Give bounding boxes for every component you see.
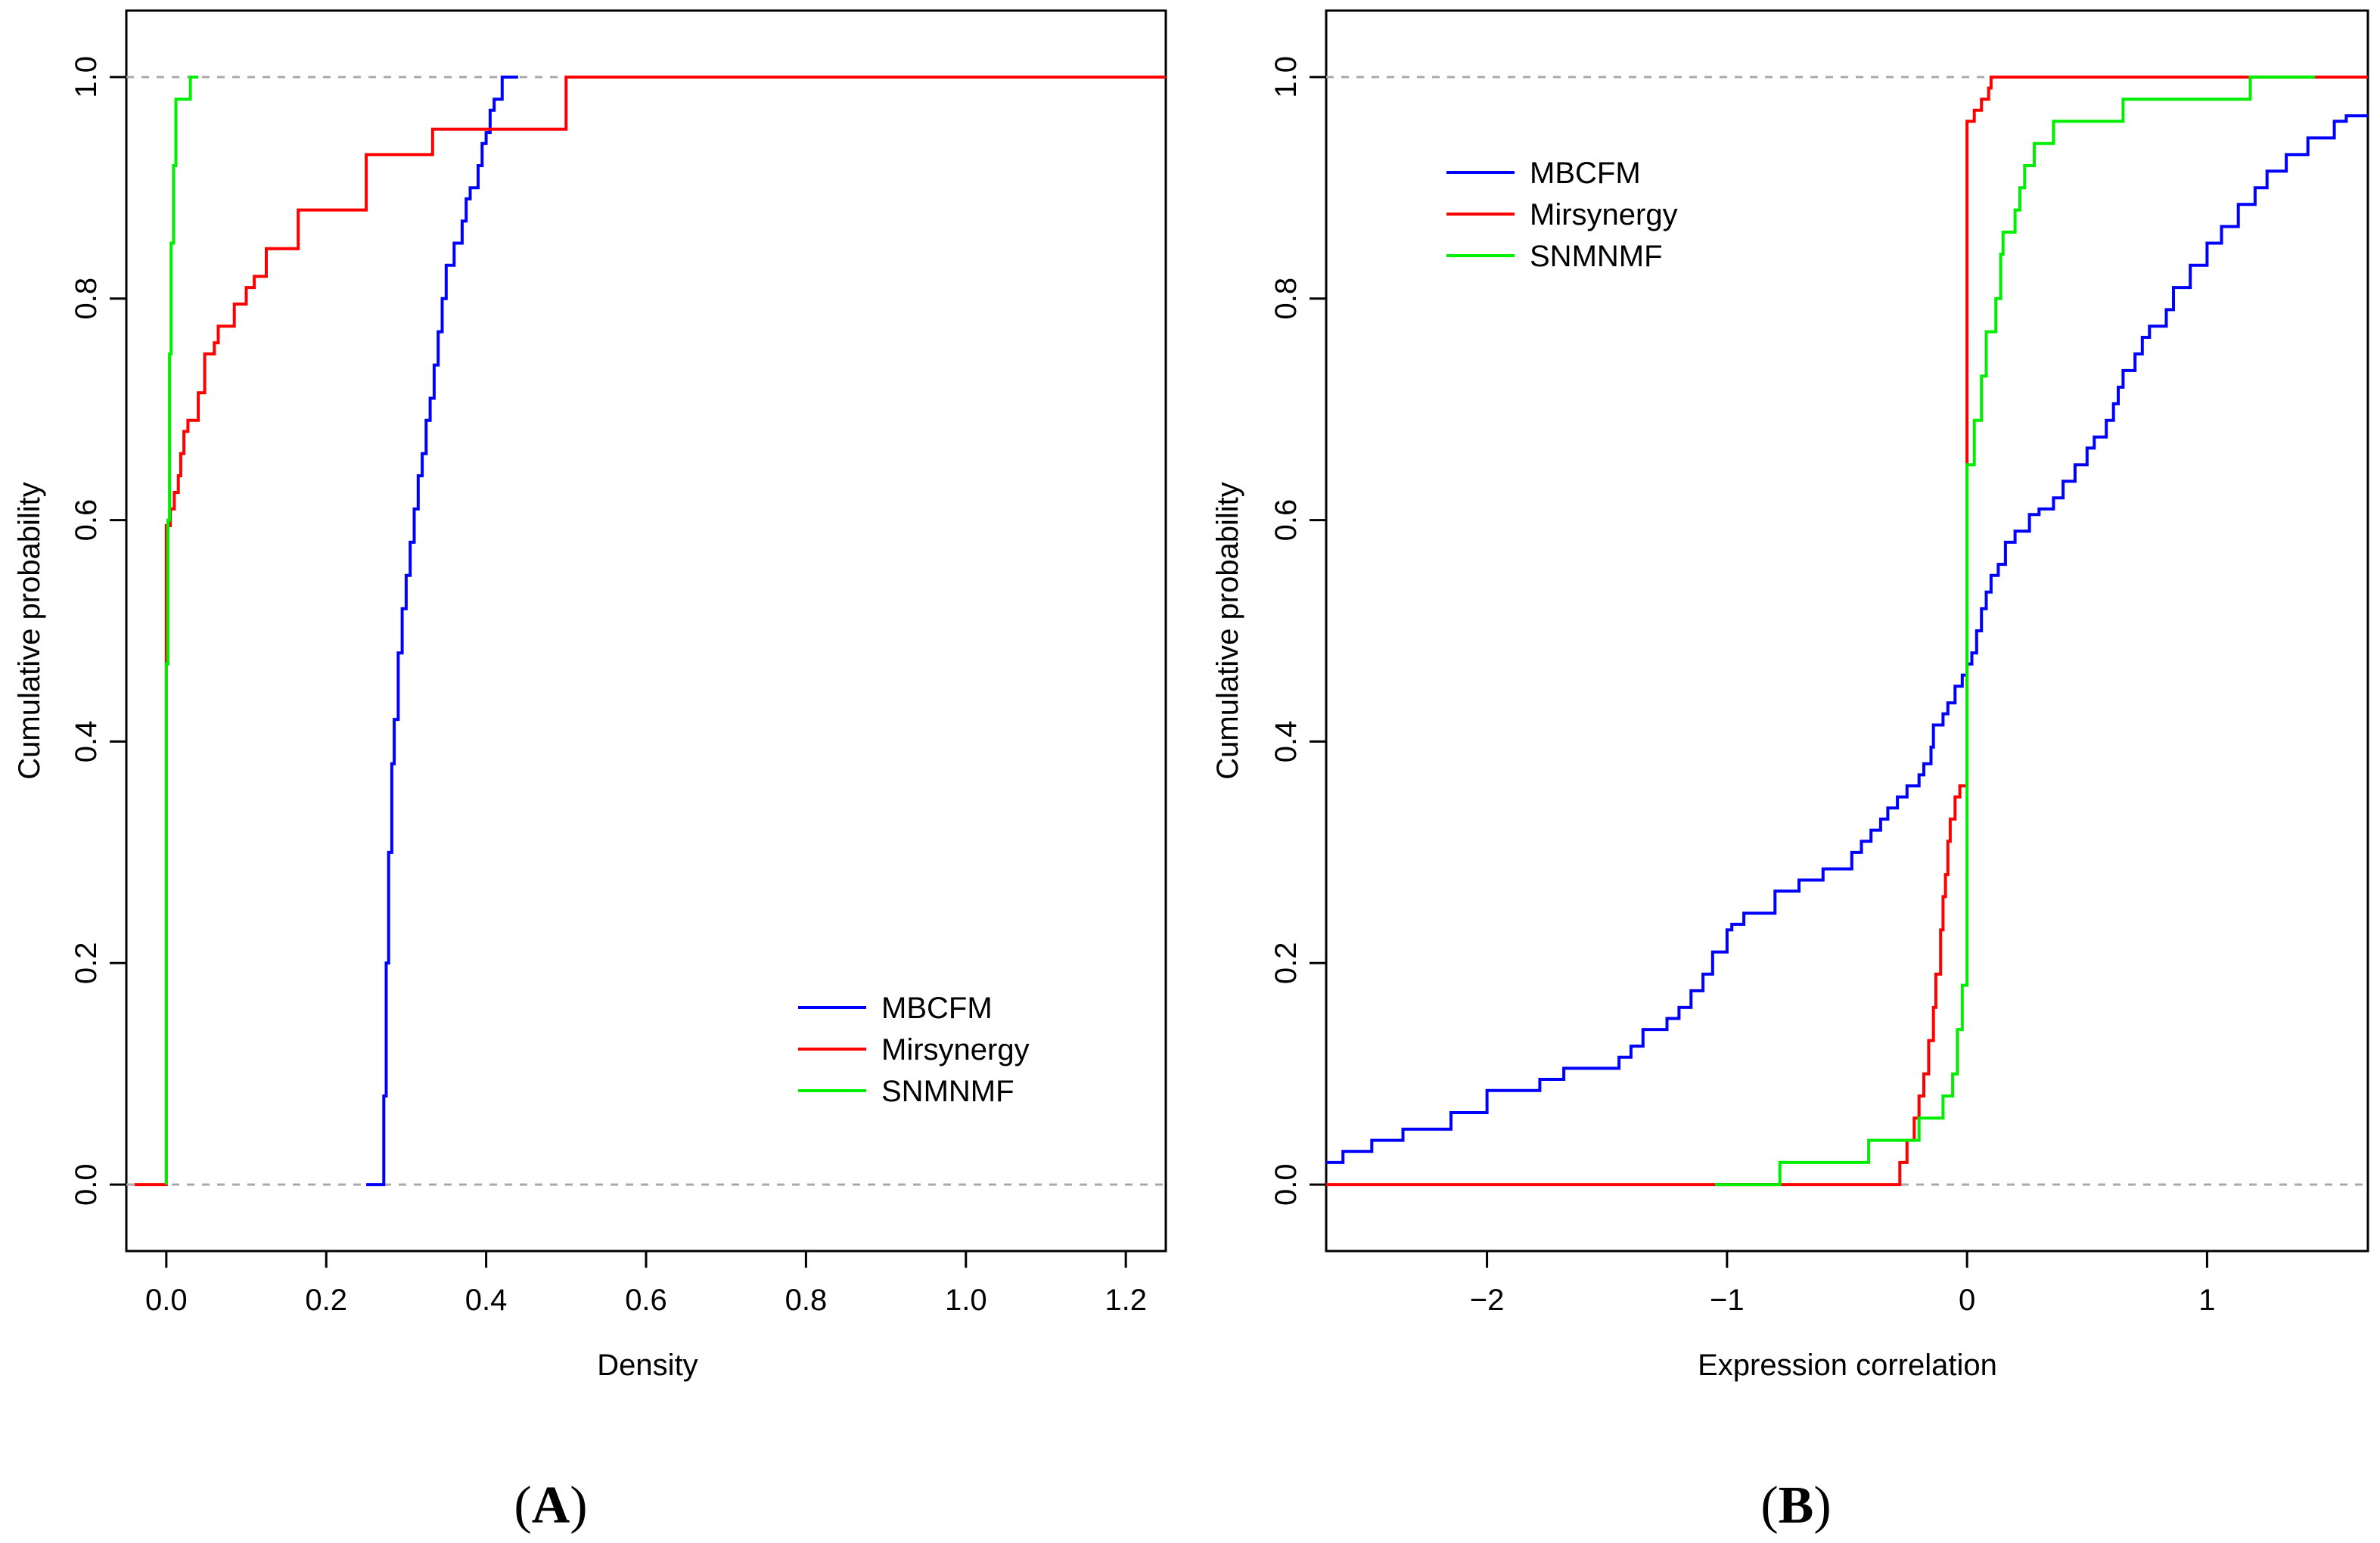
x-tick-label-a: 0.4 [465,1284,508,1317]
legend-label-mirsynergy-b: Mirsynergy [1530,198,1678,231]
legend-label-mirsynergy-a: Mirsynergy [881,1033,1030,1066]
legend-b: MBCFM Mirsynergy SNMNMF [1446,157,1678,273]
x-tick-label-a: 0.6 [625,1284,667,1317]
y-tick-label-a: 0.2 [70,942,103,984]
y-tick-label-b: 0.4 [1269,721,1303,763]
x-tick-label-a: 0.0 [145,1284,188,1317]
series-group-b [1326,75,2368,1187]
legend-label-mbcfm-a: MBCFM [881,992,993,1025]
y-axis-label-a: Cumulative probability [13,482,46,780]
panel-label-b: (B) [1760,1476,1831,1535]
y-tick-label-a: 0.0 [70,1163,103,1206]
series-line-mirsynergy-b [1326,75,2368,1187]
y-tick-label-a: 0.8 [70,278,103,320]
y-tick-label-a: 0.4 [70,721,103,763]
y-tick-label-a: 0.6 [70,499,103,542]
y-tick-label-b: 0.2 [1269,942,1303,984]
y-tick-label-b: 0.8 [1269,278,1303,320]
panel-label-a: (A) [514,1476,587,1535]
y-tick-label-b: 0.0 [1269,1163,1303,1206]
x-tick-label-b: 0 [1959,1284,1975,1317]
x-axis-a: 0.0 0.2 0.4 0.6 0.8 1.0 1.2 [145,1251,1147,1317]
legend-label-snmnmf-a: SNMNMF [881,1075,1014,1108]
x-tick-label-b: −2 [1470,1284,1505,1317]
series-line-snmnmf-b [1715,75,2316,1187]
y-tick-label-a: 1.0 [70,56,103,98]
legend-label-mbcfm-b: MBCFM [1530,157,1641,190]
series-line-snmnmf-a [164,75,199,1185]
panel-a: 0.0 0.2 0.4 0.6 0.8 1.0 1.2 0.0 0.2 0.4 0.6 0.8 1.0… [13,9,1167,1535]
x-tick-label-a: 1.2 [1105,1284,1147,1317]
y-axis-b: 0.0 0.2 0.4 0.6 0.8 1.0 [1269,56,1326,1206]
x-axis-label-b: Expression correlation [1698,1349,1997,1382]
panel-b: −2 −1 0 1 0.0 0.2 0.4 0.6 0.8 1.0 Expression cor… [1211,9,2369,1535]
x-tick-label-b: −1 [1710,1284,1745,1317]
panel-letter-b: B [1779,1476,1814,1535]
series-line-mbcfm-b [1326,114,2368,1164]
y-tick-label-b: 1.0 [1269,56,1303,98]
x-tick-label-a: 0.8 [785,1284,828,1317]
y-tick-label-b: 0.6 [1269,499,1303,542]
x-tick-label-a: 1.0 [945,1284,987,1317]
series-line-mbcfm-a [366,75,518,1187]
series-line-mirsynergy-a [134,75,1166,1187]
x-tick-label-b: 1 [2198,1284,2215,1317]
reference-lines-a [126,76,1166,1186]
x-axis-label-a: Density [597,1349,698,1382]
plot-frame-b [1325,9,2369,1253]
y-axis-a: 0.0 0.2 0.4 0.6 0.8 1.0 [70,56,126,1206]
x-axis-b: −2 −1 0 1 [1470,1251,2216,1317]
x-tick-label-a: 0.2 [305,1284,347,1317]
legend-label-snmnmf-b: SNMNMF [1530,240,1663,273]
panel-letter-a: A [532,1476,570,1535]
series-group-a [134,75,1166,1187]
y-axis-label-b: Cumulative probability [1211,482,1244,780]
legend-a: MBCFM Mirsynergy SNMNMF [798,992,1030,1108]
